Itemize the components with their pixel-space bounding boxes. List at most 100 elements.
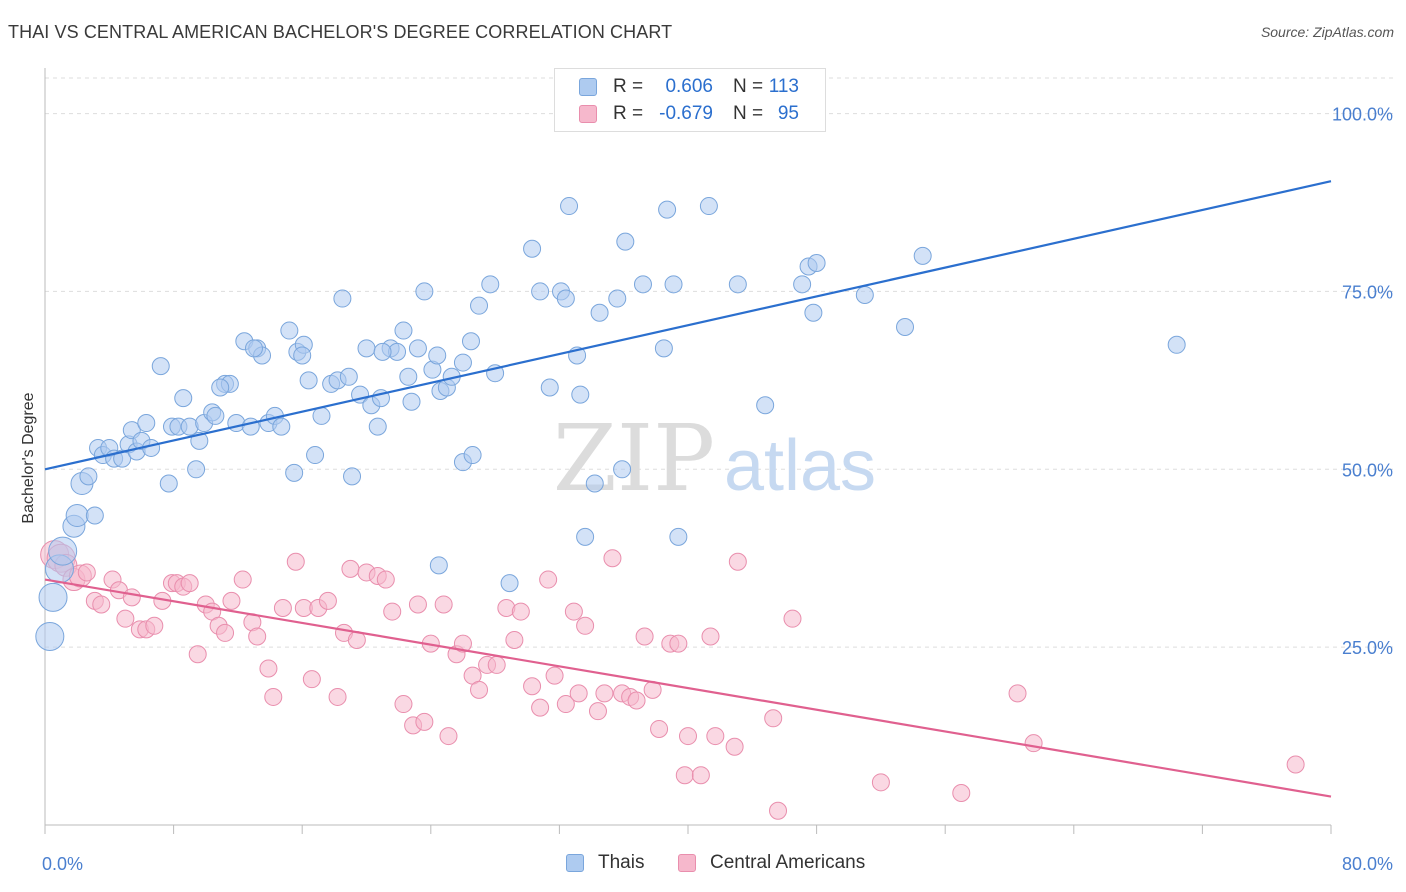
chart-title: THAI VS CENTRAL AMERICAN BACHELOR'S DEGR… xyxy=(8,22,673,42)
point-thais xyxy=(855,285,874,304)
point-thais xyxy=(241,417,260,436)
point-thais xyxy=(428,346,447,365)
point-central-americans xyxy=(952,783,971,802)
point-central-americans xyxy=(556,695,575,714)
point-central-americans xyxy=(77,563,96,582)
point-central-americans xyxy=(635,627,654,646)
legend-row-thais: R = 0.606 N = 113 xyxy=(555,73,825,101)
point-thais xyxy=(804,303,823,322)
point-thais xyxy=(85,506,104,525)
point-central-americans xyxy=(769,801,788,820)
point-central-americans xyxy=(286,552,305,571)
legend-row-central-americans: R = -0.679 N = 95 xyxy=(555,100,825,128)
point-thais xyxy=(293,346,312,365)
point-central-americans xyxy=(145,616,164,635)
point-central-americans xyxy=(669,634,688,653)
y-tick-label: 25.0% xyxy=(1342,638,1393,658)
point-central-americans xyxy=(328,687,347,706)
point-thais xyxy=(560,197,579,216)
point-central-americans xyxy=(505,631,524,650)
point-central-americans xyxy=(706,727,725,746)
point-thais xyxy=(357,339,376,358)
legend-n-value: 113 xyxy=(768,76,799,97)
point-thais xyxy=(402,392,421,411)
point-central-americans xyxy=(394,695,413,714)
point-thais xyxy=(470,296,489,315)
y-tick-label: 100.0% xyxy=(1332,105,1393,125)
axes xyxy=(44,68,1332,834)
point-central-americans xyxy=(341,559,360,578)
point-thais xyxy=(151,357,170,376)
point-central-americans xyxy=(470,680,489,699)
point-central-americans xyxy=(511,602,530,621)
grid-lines xyxy=(45,77,1393,648)
point-thais xyxy=(394,321,413,340)
point-thais xyxy=(481,275,500,294)
point-central-americans xyxy=(487,655,506,674)
point-central-americans xyxy=(434,595,453,614)
point-central-americans xyxy=(691,766,710,785)
point-central-americans xyxy=(569,684,588,703)
point-thais xyxy=(408,339,427,358)
series-central-americans xyxy=(40,540,1305,820)
point-central-americans xyxy=(259,659,278,678)
point-thais xyxy=(368,417,387,436)
point-thais xyxy=(399,367,418,386)
point-thais xyxy=(664,275,683,294)
point-central-americans xyxy=(1286,755,1305,774)
point-thais xyxy=(333,289,352,308)
point-central-americans xyxy=(1008,684,1027,703)
point-thais xyxy=(896,318,915,336)
point-thais xyxy=(576,527,595,546)
point-thais xyxy=(206,406,225,425)
point-thais xyxy=(48,536,78,566)
point-central-americans xyxy=(222,591,241,610)
point-thais xyxy=(913,246,932,265)
point-central-americans xyxy=(725,737,744,756)
point-central-americans xyxy=(92,595,111,614)
point-thais xyxy=(272,417,291,436)
point-central-americans xyxy=(415,712,434,731)
watermark-zip: ZIP xyxy=(553,405,715,512)
point-thais xyxy=(669,527,688,546)
point-central-americans xyxy=(216,623,235,642)
point-thais xyxy=(429,556,448,575)
point-central-americans xyxy=(188,645,207,664)
point-thais xyxy=(699,197,718,216)
point-thais xyxy=(616,232,635,251)
point-thais xyxy=(280,321,299,340)
legend-label-central-americans: Central Americans xyxy=(710,852,866,873)
point-central-americans xyxy=(564,602,583,621)
trend-line-central-americans xyxy=(44,578,1332,798)
point-thais xyxy=(159,474,178,493)
point-central-americans xyxy=(576,616,595,635)
point-central-americans xyxy=(1024,734,1043,753)
point-thais xyxy=(531,282,550,301)
point-thais xyxy=(590,303,609,322)
point-central-americans xyxy=(302,670,321,689)
point-thais xyxy=(756,396,775,415)
point-thais xyxy=(613,460,632,479)
point-central-americans xyxy=(588,702,607,721)
point-central-americans xyxy=(675,766,694,785)
legend-n-label: N = xyxy=(733,76,764,97)
point-thais xyxy=(65,504,89,528)
point-thais xyxy=(523,239,542,258)
point-thais xyxy=(244,339,263,358)
source-credit[interactable]: Source: ZipAtlas.com xyxy=(1260,24,1394,40)
legend-swatch-thais xyxy=(566,854,584,872)
point-thais xyxy=(306,446,325,465)
point-thais xyxy=(793,275,812,294)
point-central-americans xyxy=(595,684,614,703)
point-thais xyxy=(658,200,677,219)
point-central-americans xyxy=(603,549,622,568)
point-thais xyxy=(299,371,318,390)
point-thais xyxy=(187,460,206,479)
point-central-americans xyxy=(728,552,747,571)
point-thais xyxy=(585,474,604,493)
point-thais xyxy=(500,574,519,593)
legend-label-thais: Thais xyxy=(598,852,645,873)
legend-r-value: 0.606 xyxy=(665,76,713,97)
point-thais xyxy=(174,389,193,408)
